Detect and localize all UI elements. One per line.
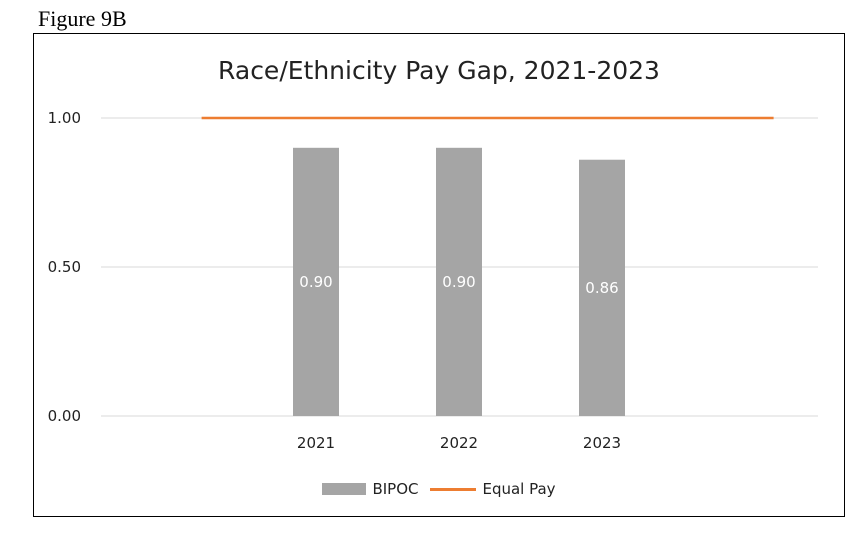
bar-2022 — [436, 147, 482, 417]
chart-title: Race/Ethnicity Pay Gap, 2021-2023 — [218, 56, 660, 85]
y-tick-label-1: 0.50 — [48, 258, 81, 276]
legend-label-bipoc: BIPOC — [372, 480, 419, 498]
chart-legend: BIPOC Equal Pay — [34, 480, 844, 498]
x-tick-label-2022: 2022 — [440, 434, 478, 452]
data-label-2022: 0.90 — [442, 273, 475, 291]
y-tick-label-2: 1.00 — [48, 109, 81, 127]
figure-label: Figure 9B — [38, 6, 127, 31]
chart-frame: Race/Ethnicity Pay Gap, 2021-2023 0.00 0.… — [33, 33, 845, 517]
data-label-2023: 0.86 — [585, 279, 618, 297]
legend-swatch-bipoc — [322, 483, 367, 495]
legend-swatch-equal-pay — [430, 487, 477, 491]
legend-label-equal-pay: Equal Pay — [482, 480, 556, 498]
bar-2023 — [579, 159, 625, 416]
bar-2021 — [293, 147, 339, 417]
y-tick-label-0: 0.00 — [48, 407, 81, 425]
x-tick-label-2021: 2021 — [297, 434, 335, 452]
chart-plot: 0.00 0.50 1.00 0.90 2021 0.90 2022 0.86 2023 — [48, 109, 818, 452]
legend-item-bipoc: BIPOC — [322, 480, 418, 498]
legend-item-equal-pay: Equal Pay — [430, 480, 556, 498]
x-tick-label-2023: 2023 — [583, 434, 621, 452]
data-label-2021: 0.90 — [299, 273, 332, 291]
